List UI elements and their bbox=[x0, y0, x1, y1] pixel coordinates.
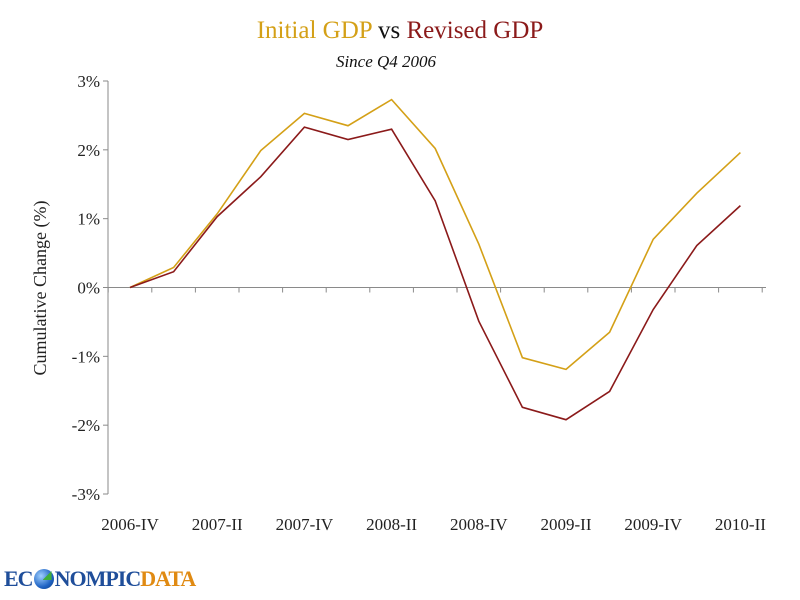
title-revised-gdp: Revised GDP bbox=[406, 17, 543, 44]
x-tick-label: 2008-IV bbox=[450, 515, 508, 534]
x-tick-label: 2007-II bbox=[192, 515, 243, 534]
x-tick-label: 2007-IV bbox=[276, 515, 334, 534]
x-tick-label: 2010-II bbox=[715, 515, 766, 534]
logo-text-data: DATA bbox=[140, 566, 196, 591]
x-tick-label: 2006-IV bbox=[101, 515, 159, 534]
globe-icon bbox=[33, 569, 54, 589]
y-tick-label: -1% bbox=[72, 347, 100, 366]
title-initial-gdp: Initial GDP bbox=[257, 17, 372, 44]
series-layer bbox=[129, 98, 741, 421]
chart-title: Initial GDP vs Revised GDP bbox=[257, 17, 544, 44]
y-tick-label: 1% bbox=[77, 210, 100, 229]
chart-subtitle: Since Q4 2006 bbox=[336, 52, 437, 71]
y-tick-label: 3% bbox=[77, 72, 100, 91]
series-line-initial-gdp bbox=[129, 98, 741, 371]
axes: 3% 2% 1% 0% -1% -2% -3%2006-IV 2007-II 2007-IV 20… bbox=[72, 72, 767, 534]
logo-text-nompic: NOMPIC bbox=[54, 566, 142, 591]
title-vs: vs bbox=[372, 17, 407, 44]
x-tick-label: 2009-II bbox=[541, 515, 592, 534]
y-tick-label: 0% bbox=[77, 279, 100, 298]
x-tick-label: 2009-IV bbox=[624, 515, 682, 534]
logo-text-ec: EC bbox=[4, 566, 34, 591]
x-tick-label: 2008-II bbox=[366, 515, 417, 534]
series-line-revised-gdp bbox=[129, 126, 741, 421]
y-tick-label: 2% bbox=[77, 141, 100, 160]
y-tick-label: -2% bbox=[72, 416, 100, 435]
y-tick-label: -3% bbox=[72, 485, 100, 504]
economicdata-logo: EC NOMPIC DATA bbox=[4, 566, 196, 592]
y-axis-label: Cumulative Change (%) bbox=[30, 201, 51, 376]
